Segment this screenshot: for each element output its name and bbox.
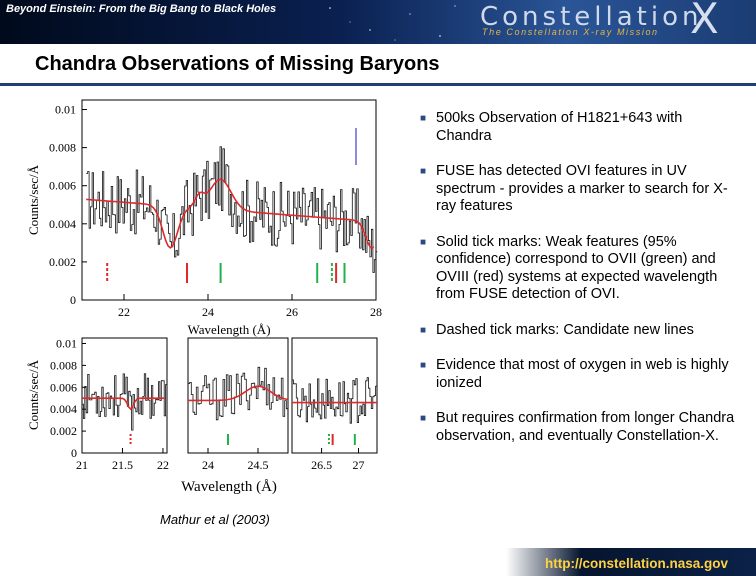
- bullet-square-icon: ■: [420, 113, 427, 124]
- bottom-x-tick-label: 22: [157, 458, 169, 472]
- logo-x-mark: X: [690, 0, 719, 43]
- top-x-tick-label: 24: [202, 305, 214, 319]
- bottom-x-tick-label: 24: [202, 458, 214, 472]
- bottom-y-tick-label: 0.006: [50, 380, 77, 394]
- logo-wordmark: Constellation: [480, 2, 703, 32]
- bottom-y-tick-label: 0.008: [50, 358, 77, 372]
- top-y-tick-label: 0: [70, 293, 76, 307]
- header-banner: Beyond Einstein: From the Big Bang to Bl…: [0, 0, 756, 44]
- bullet-text: Dashed tick marks: Candidate new lines: [436, 321, 694, 338]
- bottom-plot-frame-1: [81, 337, 168, 454]
- bottom-y-axis-label: Counts/sec/Å: [26, 359, 41, 430]
- bullet-item: ■ Solid tick marks: Weak features (95% co…: [420, 234, 735, 304]
- bullet-square-icon: ■: [420, 413, 427, 424]
- bullet-text: FUSE has detected OVI features in UV spe…: [436, 163, 728, 214]
- bottom-x-tick-label: 21.5: [112, 458, 133, 472]
- bottom-y-tick-label: 0: [71, 446, 77, 460]
- bottom-y-tick-label: 0.002: [50, 424, 77, 438]
- bottom-x-axis-label: Wavelength (Å): [181, 479, 277, 495]
- bullet-text: Solid tick marks: Weak features (95% con…: [436, 233, 718, 303]
- bottom-plot-frame-3: [291, 337, 378, 454]
- bottom-data-histogram: [82, 366, 377, 431]
- bullet-item: ■ Evidence that most of oxygen in web is …: [420, 357, 735, 392]
- top-plot-frame: [81, 99, 377, 301]
- bullet-item: ■ 500ks Observation of H1821+643 with Cha…: [420, 110, 735, 145]
- bottom-x-tick-label: 24.5: [248, 458, 269, 472]
- top-y-tick-label: 0.006: [49, 179, 76, 193]
- figure-credit: Mathur et al (2003): [160, 512, 270, 527]
- bullet-square-icon: ■: [420, 324, 427, 336]
- footer-url-link[interactable]: http://constellation.nasa.gov: [544, 556, 728, 571]
- bottom-y-tick-label: 0.01: [56, 336, 77, 350]
- top-y-tick-label: 0.01: [55, 103, 76, 117]
- top-spectrum-panel: 0.01 0.008 0.006 0.004 0.002 0 22 24 26 28: [49, 99, 382, 319]
- top-x-tick-label: 26: [286, 305, 298, 319]
- top-y-tick-label: 0.008: [49, 141, 76, 155]
- bullet-text: 500ks Observation of H1821+643 with Chan…: [436, 110, 683, 144]
- top-x-axis-label: Wavelength (Å): [187, 322, 270, 337]
- bottom-model-curve: [82, 385, 377, 411]
- top-x-tick-label: 28: [370, 305, 382, 319]
- top-y-tick-label: 0.004: [49, 217, 76, 231]
- starfield-background: [329, 5, 456, 41]
- bottom-plot-frame-2: [187, 337, 289, 454]
- title-divider: [0, 83, 756, 86]
- bottom-x-tick-label: 27: [353, 458, 365, 472]
- top-y-axis-label: Counts/sec/Å: [26, 164, 41, 235]
- slide-title: Chandra Observations of Missing Baryons: [35, 53, 440, 75]
- bottom-y-tick-label: 0.004: [50, 402, 77, 416]
- logo-subtitle: The Constellation X-ray Mission: [482, 27, 659, 37]
- footer-bar: http://constellation.nasa.gov: [506, 548, 756, 576]
- top-x-tick-label: 22: [118, 305, 130, 319]
- bullet-square-icon: ■: [420, 360, 427, 371]
- bullet-item: ■ Dashed tick marks: Candidate new lines: [420, 322, 735, 340]
- bullet-list: ■ 500ks Observation of H1821+643 with Cha…: [420, 110, 735, 463]
- bullet-item: ■ But requires confirmation from longer C…: [420, 410, 735, 445]
- bottom-x-tick-label: 21: [76, 458, 88, 472]
- top-y-tick-label: 0.002: [49, 255, 76, 269]
- bottom-spectrum-panels: 0.01 0.008 0.006 0.004 0.002 0 21 21.5 22 24 24.5…: [50, 336, 378, 472]
- bottom-x-tick-label: 26.5: [311, 458, 332, 472]
- bullet-text: Evidence that most of oxygen in web is h…: [436, 357, 729, 391]
- bullet-square-icon: ■: [420, 236, 427, 248]
- bullet-square-icon: ■: [420, 166, 427, 177]
- header-title: Beyond Einstein: From the Big Bang to Bl…: [6, 3, 277, 15]
- top-data-histogram: [86, 146, 378, 273]
- top-model-curve: [86, 178, 375, 250]
- bullet-text: But requires confirmation from longer Ch…: [436, 410, 735, 444]
- bullet-item: ■ FUSE has detected OVI features in UV sp…: [420, 163, 735, 216]
